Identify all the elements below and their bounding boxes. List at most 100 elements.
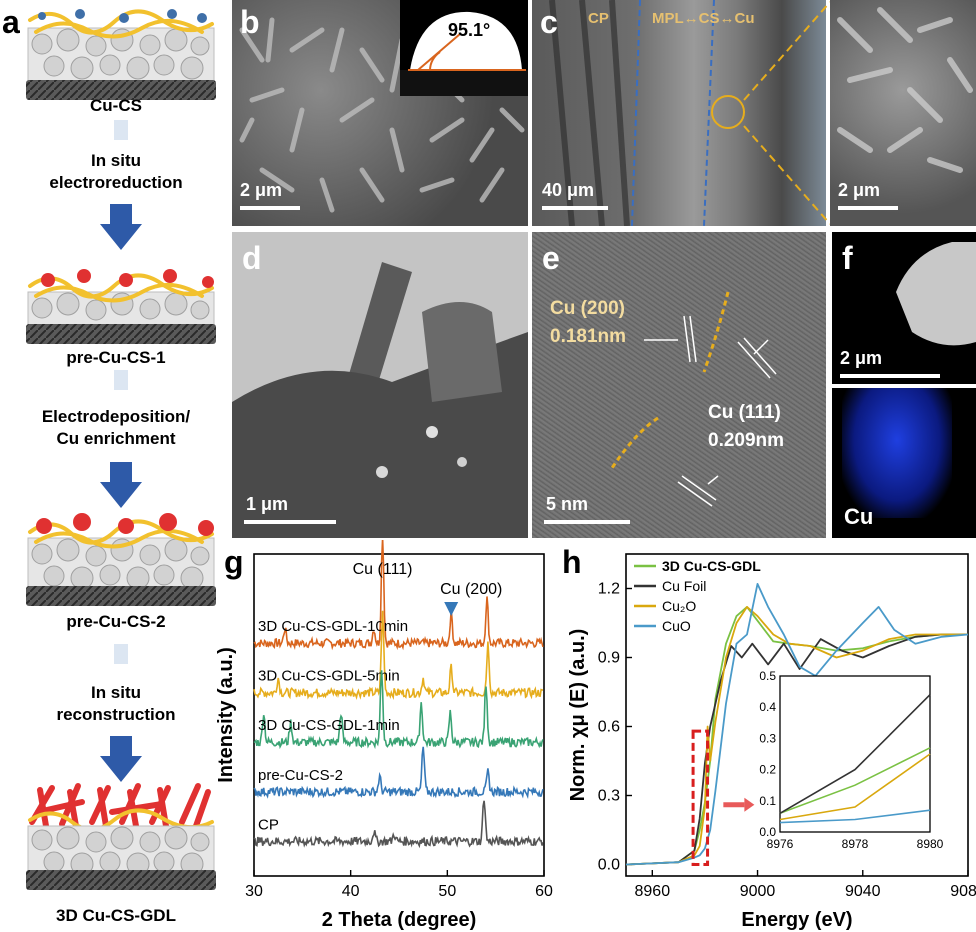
sem-texture-b — [239, 17, 525, 213]
scale-label-f: 2 μm — [840, 348, 883, 368]
schematic-layers — [26, 9, 216, 890]
x-tick-label-h-1: 9000 — [740, 883, 776, 900]
peak-label-cu111: Cu (111) — [353, 561, 413, 578]
xrd-series-label-4: CP — [258, 816, 279, 833]
step-label-1b: electroreduction — [49, 173, 183, 192]
contact-angle-value: 95.1° — [448, 20, 491, 40]
xanes-series-line-3 — [625, 583, 969, 866]
inset-y-tick-label-2: 0.2 — [759, 763, 776, 777]
y-axis-label-h: Norm. χμ (E) (a.u.) — [567, 629, 589, 802]
inset-x-tick-label-0: 8976 — [767, 837, 794, 851]
panel-label-a: a — [2, 4, 20, 40]
xrd-chart: 30 40 50 60 2 Theta (degree) Intensity (a.u.)… — [215, 540, 553, 931]
y-tick-label-h-2: 0.6 — [598, 719, 620, 736]
zone-label-cp: CP — [588, 10, 609, 27]
lattice-annotations — [610, 291, 777, 507]
legend-label-0: 3D Cu-CS-GDL — [662, 558, 761, 574]
stem-texture — [896, 242, 976, 346]
xrd-series-label-3: pre-Cu-CS-2 — [258, 767, 343, 784]
hrtem-image-e: Cu (200) 0.181nm Cu (111) 0.209nm 5 nm — [532, 232, 826, 538]
inset-y-tick-label-5: 0.5 — [759, 669, 776, 683]
lattice-label-111-spacing: 0.209nm — [708, 430, 785, 451]
inset-series-line-0 — [779, 747, 931, 815]
lattice-label-200-plane: Cu (200) — [550, 298, 625, 319]
sem-image-b: 95.1° 2 μm — [232, 0, 528, 226]
xrd-series-line-1 — [253, 610, 543, 700]
y-tick-label-h-4: 1.2 — [598, 581, 620, 598]
step-label-3a: In situ — [90, 683, 142, 702]
inset-y-tick-label-0: 0.0 — [759, 825, 776, 839]
panel-label-e: e — [542, 240, 560, 276]
y-tick-label-h-3: 0.9 — [598, 650, 620, 667]
scale-label-c-zoom: 2 μm — [838, 180, 881, 200]
scale-label-d: 1 μm — [246, 494, 289, 514]
eds-element-label: Cu — [844, 504, 874, 529]
y-axis-label-g: Intensity (a.u.) — [215, 647, 237, 783]
callout-arrow-head — [744, 797, 755, 812]
scale-label-b: 2 μm — [240, 180, 283, 200]
scale-bar-e — [544, 520, 630, 524]
zoom-guide-lines — [743, 1, 831, 225]
scale-label-e: 5 nm — [546, 494, 589, 514]
inset-y-tick-label-4: 0.4 — [759, 700, 776, 714]
x-tick-label-h-0: 8960 — [635, 883, 671, 900]
stage-label-pre-cu-cs-1: pre-Cu-CS-1 — [66, 348, 166, 367]
xanes-series-line-2 — [625, 606, 968, 866]
cross-section-texture — [549, 0, 745, 226]
panel-label-d: d — [242, 240, 262, 276]
contact-angle-inset: 95.1° — [400, 0, 528, 96]
x-tick-label-g-1: 40 — [342, 883, 360, 900]
stage-label-pre-cu-cs-2: pre-Cu-CS-2 — [66, 612, 166, 631]
eds-map-cu: Cu — [832, 388, 976, 538]
stage-label-cu-cs: Cu-CS — [90, 96, 142, 115]
step-label-3b: reconstruction — [56, 705, 176, 724]
panel-label-b: b — [240, 4, 260, 40]
sem-image-c-zoom: 2 μm — [830, 0, 976, 226]
x-tick-label-g-2: 50 — [438, 883, 456, 900]
scale-bar-f — [840, 374, 940, 378]
eds-signal — [842, 388, 952, 518]
peak-marker-cu200 — [444, 602, 459, 616]
plot-frame-g — [253, 553, 545, 877]
tem-image-d: 1 μm — [232, 232, 528, 538]
panel-label-h: h — [562, 544, 582, 580]
xrd-series-label-2: 3D Cu-CS-GDL-1min — [258, 717, 400, 734]
xrd-series-line-3 — [253, 746, 544, 800]
inset-y-tick-label-3: 0.3 — [759, 731, 776, 745]
stem-image-f: 2 μm — [832, 232, 976, 384]
inset-x-tick-label-1: 8978 — [842, 837, 869, 851]
panel-label-c: c — [540, 4, 558, 40]
pre-edge-highlight-box — [691, 729, 710, 866]
scale-bar-c — [542, 206, 608, 210]
step-label-2a: Electrodeposition/ — [41, 407, 191, 426]
stage-label-3d-cu-cs-gdl: 3D Cu-CS-GDL — [56, 906, 176, 925]
scale-bar-d — [244, 520, 336, 524]
y-tick-label-h-1: 0.3 — [598, 788, 620, 805]
panel-label-f: f — [842, 240, 853, 276]
xanes-series-line-0 — [625, 606, 968, 866]
inset-series-line-1 — [779, 694, 931, 814]
scale-bar-c-zoom — [838, 206, 898, 210]
step-label-2b: Cu enrichment — [56, 429, 176, 448]
legend-label-1: Cu Foil — [662, 578, 706, 594]
xrd-series-line-0 — [253, 540, 544, 651]
x-axis-label-h: Energy (eV) — [741, 909, 852, 931]
tem-texture-d — [232, 232, 528, 538]
x-tick-label-g-0: 30 — [245, 883, 263, 900]
lattice-label-200-spacing: 0.181nm — [550, 326, 627, 347]
xrd-series-line-4 — [253, 800, 544, 849]
xrd-series-label-0: 3D Cu-CS-GDL-10min — [258, 618, 408, 635]
x-axis-label-g: 2 Theta (degree) — [322, 909, 476, 931]
zoom-texture — [837, 7, 973, 173]
inset-frame — [779, 675, 931, 833]
peak-label-cu200: Cu (200) — [440, 581, 502, 598]
scale-bar-b — [240, 206, 300, 210]
xrd-series-label-1: 3D Cu-CS-GDL-5min — [258, 668, 400, 685]
lattice-label-111-plane: Cu (111) — [708, 402, 781, 423]
x-tick-label-h-2: 9040 — [845, 883, 881, 900]
xanes-series-line-1 — [625, 633, 968, 866]
legend-label-2: Cu₂O — [662, 598, 696, 614]
plot-frame-h — [625, 553, 969, 877]
